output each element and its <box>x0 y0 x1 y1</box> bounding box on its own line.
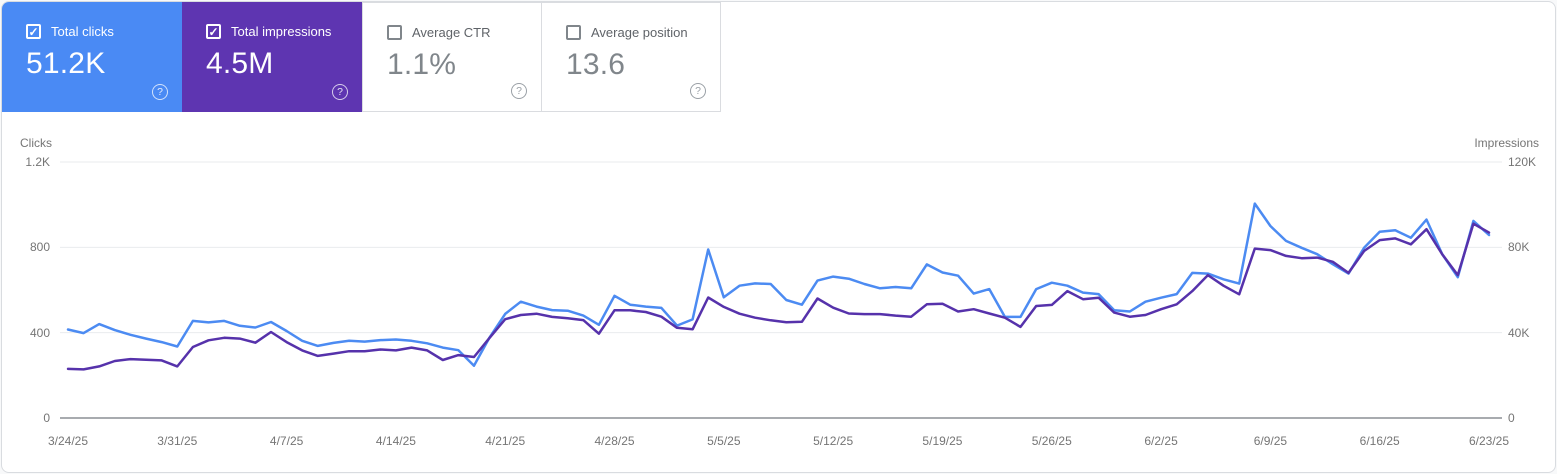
right-axis-tick: 120K <box>1508 155 1537 169</box>
total-impressions-value: 4.5M <box>206 47 274 80</box>
x-axis-date-label: 5/26/25 <box>1031 434 1072 448</box>
metric-card-average-ctr[interactable]: Average CTR 1.1% ? <box>362 2 542 112</box>
x-axis-date-label: 4/28/25 <box>594 434 635 448</box>
x-axis-date-label: 4/7/25 <box>269 434 304 448</box>
x-axis-date-label: 5/5/25 <box>707 434 741 448</box>
x-axis-date-label: 4/14/25 <box>375 434 416 448</box>
metric-card-total-clicks[interactable]: ✓ Total clicks 51.2K ? <box>2 2 182 112</box>
performance-chart[interactable]: Clicks Impressions 1.2K 800 400 0 120K 80K 40K… <box>2 116 1556 473</box>
x-axis-date-label: 6/9/25 <box>1253 434 1288 448</box>
average-position-value: 13.6 <box>566 48 626 81</box>
right-axis-title: Impressions <box>1474 136 1539 150</box>
x-axis-date-label: 4/21/25 <box>485 434 526 448</box>
metric-card-label: Average position <box>591 25 688 40</box>
help-icon[interactable]: ? <box>152 84 168 100</box>
right-axis-tick: 80K <box>1508 240 1530 255</box>
average-ctr-checkbox[interactable] <box>387 25 402 40</box>
chart-canvas[interactable] <box>2 116 1556 473</box>
clicks-line <box>66 202 1491 367</box>
help-icon[interactable]: ? <box>332 84 348 100</box>
x-axis-date-label: 6/16/25 <box>1359 434 1400 448</box>
help-icon[interactable]: ? <box>690 83 706 99</box>
total-clicks-value: 51.2K <box>26 47 106 80</box>
x-axis-date-label: 5/19/25 <box>922 434 963 448</box>
metric-card-total-impressions[interactable]: ✓ Total impressions 4.5M ? <box>182 2 362 112</box>
total-impressions-checkbox[interactable]: ✓ <box>206 24 221 39</box>
left-axis-tick: 1.2K <box>25 155 50 169</box>
metric-card-label: Average CTR <box>412 25 491 40</box>
left-axis-title: Clicks <box>20 136 52 150</box>
average-ctr-value: 1.1% <box>387 48 457 81</box>
left-axis-tick: 400 <box>29 325 50 340</box>
x-axis-date-label: 6/23/25 <box>1468 434 1510 448</box>
impressions-line <box>66 222 1491 371</box>
right-axis-tick: 40K <box>1508 325 1530 340</box>
right-axis-tick: 0 <box>1508 411 1515 425</box>
metric-card-label: Total impressions <box>231 24 332 39</box>
x-axis-date-label: 5/12/25 <box>813 434 854 448</box>
metric-card-average-position[interactable]: Average position 13.6 ? <box>541 2 721 112</box>
average-position-checkbox[interactable] <box>566 25 581 40</box>
help-icon[interactable]: ? <box>511 83 527 99</box>
x-axis-date-label: 3/24/25 <box>47 434 89 448</box>
metric-cards: ✓ Total clicks 51.2K ? ✓ Total impressio… <box>2 2 1555 112</box>
x-axis-date-label: 6/2/25 <box>1144 434 1178 448</box>
left-axis-tick: 800 <box>29 240 50 255</box>
total-clicks-checkbox[interactable]: ✓ <box>26 24 41 39</box>
x-axis-date-label: 3/31/25 <box>157 434 198 448</box>
metric-card-label: Total clicks <box>51 24 114 39</box>
left-axis-tick: 0 <box>43 411 50 425</box>
